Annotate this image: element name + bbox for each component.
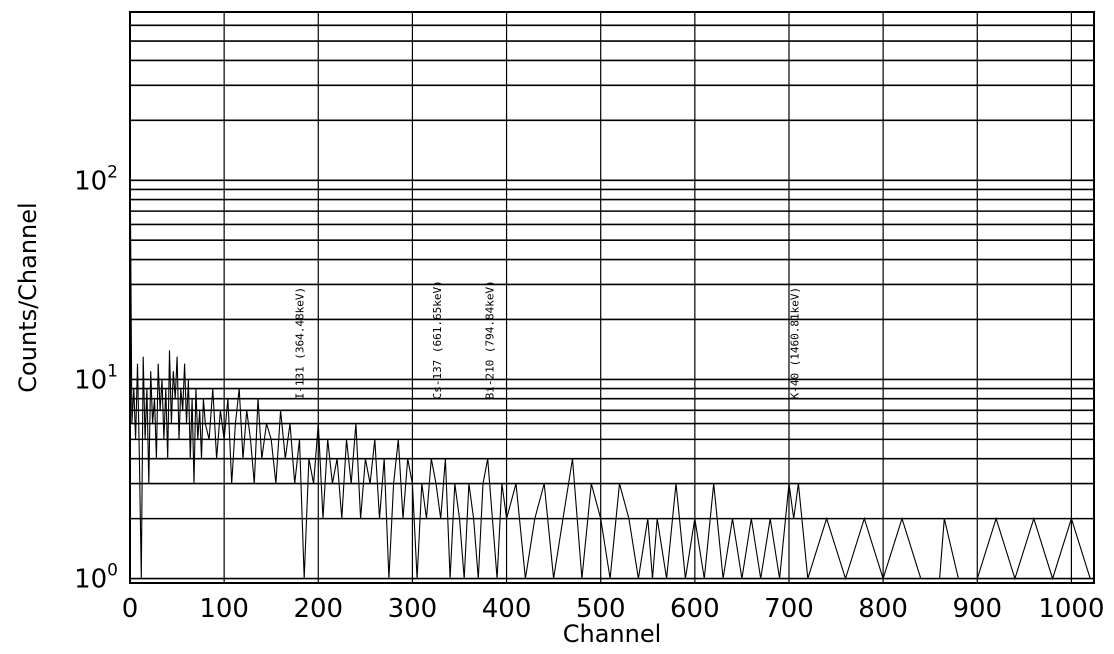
- x-tick-label: 1000: [1038, 594, 1104, 624]
- grid-layer: [129, 11, 1094, 583]
- x-tick-label: 200: [293, 594, 343, 624]
- x-tick-label: 300: [388, 594, 438, 624]
- x-tick-labels: 0 100 200 300 400 500 600 700 800 900 1000: [122, 594, 1105, 624]
- x-tick-label: 800: [858, 594, 908, 624]
- spectrum-series-line: [129, 139, 1091, 581]
- plot-frame: [129, 11, 1095, 584]
- y-tick-label: 101: [74, 361, 118, 395]
- peak-label: K-40 (1460.81keV): [789, 287, 802, 400]
- peak-label: I-131 (364.48keV): [293, 287, 306, 400]
- x-tick-label: 0: [122, 594, 139, 624]
- x-tick-label: 700: [764, 594, 814, 624]
- y-tick-labels: 100 101 102: [74, 162, 118, 594]
- x-tick-label: 500: [576, 594, 626, 624]
- peak-label: Bi-210 (794.84keV): [484, 280, 497, 399]
- x-axis-title: Channel: [563, 620, 662, 648]
- peak-labels: I-131 (364.48keV) Cs-137 (661.65keV) Bi-21…: [293, 280, 801, 399]
- x-tick-label: 900: [952, 594, 1002, 624]
- y-tick-label: 100: [74, 561, 118, 595]
- peak-label: Cs-137 (661.65keV): [431, 280, 444, 399]
- x-tick-label: 400: [482, 594, 532, 624]
- y-tick-label: 102: [74, 162, 118, 196]
- x-tick-label: 100: [199, 594, 249, 624]
- series-layer: [129, 139, 1091, 581]
- y-axis-title: Counts/Channel: [14, 202, 42, 392]
- x-tick-label: 600: [670, 594, 720, 624]
